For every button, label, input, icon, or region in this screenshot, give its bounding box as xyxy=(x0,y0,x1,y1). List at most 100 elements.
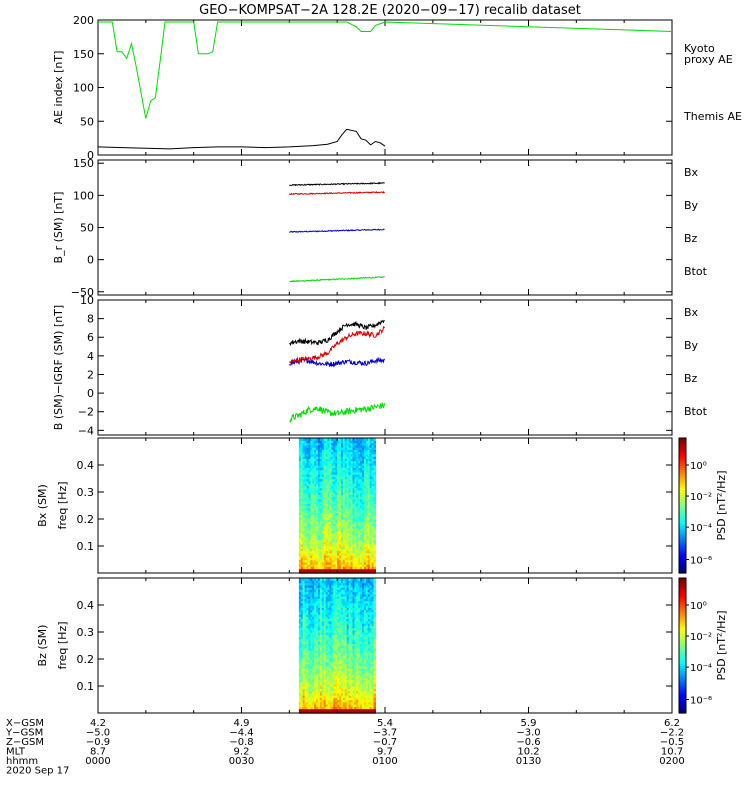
spectrogram-cell xyxy=(298,496,302,500)
spectrogram-cell xyxy=(356,485,359,489)
spectrogram-cell xyxy=(306,683,310,687)
spectrogram-cell xyxy=(323,686,327,689)
spectrogram-cell xyxy=(367,706,371,710)
spectrogram-cell xyxy=(298,451,302,455)
spectrogram-cell xyxy=(318,665,321,669)
spectrogram-cell xyxy=(352,701,355,705)
spectrogram-cell xyxy=(354,534,357,538)
spectrogram-cell xyxy=(331,541,334,545)
spectrogram-cell xyxy=(350,638,354,642)
spectrogram-cell xyxy=(302,677,306,680)
spectrogram-cell xyxy=(360,683,363,687)
spectrogram-cell xyxy=(352,683,355,687)
spectrogram-cell xyxy=(318,654,321,658)
spectrogram-cell xyxy=(352,654,355,658)
spectrogram-cell xyxy=(333,692,336,696)
spectrogram-cell xyxy=(369,609,373,613)
spectrogram-cell xyxy=(316,458,319,462)
spectrogram-cell xyxy=(344,670,348,674)
spectrogram-cell xyxy=(329,683,332,687)
spectrogram-cell xyxy=(310,695,313,698)
spectrogram-cell xyxy=(306,564,310,567)
spectrogram-cell xyxy=(348,460,352,464)
spectrogram-cell xyxy=(344,695,348,698)
spectrogram-cell xyxy=(300,600,304,604)
spectrogram-cell xyxy=(312,623,315,626)
spectrogram-cell xyxy=(344,474,348,477)
spectrogram-cell xyxy=(335,602,338,606)
spectrogram-cell xyxy=(365,672,369,676)
spectrogram-cell xyxy=(352,512,355,516)
spectrogram-cell xyxy=(310,478,313,482)
spectrogram-cell xyxy=(333,550,336,554)
spectrogram-cell xyxy=(321,525,325,529)
spectrogram-cell xyxy=(316,548,319,552)
spectrogram-cell xyxy=(329,605,332,608)
spectrogram-cell xyxy=(360,476,363,480)
spectrogram-cell xyxy=(344,498,348,502)
spectrogram-cell xyxy=(365,510,369,513)
spectrogram-cell xyxy=(356,458,359,462)
spectrogram-cell xyxy=(298,460,302,464)
spectrogram-cell xyxy=(308,501,311,504)
spectrogram-cell xyxy=(369,505,373,509)
spectrogram-cell xyxy=(346,695,350,698)
spectrogram-cell xyxy=(321,537,325,540)
spectrogram-cell xyxy=(358,541,361,545)
spectrogram-cell xyxy=(312,591,315,595)
spectrogram-cell xyxy=(356,672,359,676)
spectrogram-cell xyxy=(337,587,340,590)
spectrogram-cell xyxy=(302,462,306,466)
spectrogram-cell xyxy=(323,598,327,602)
spectrogram-cell xyxy=(358,528,361,531)
spectrogram-cell xyxy=(335,489,338,493)
spectrogram-cell xyxy=(300,494,304,498)
spectrogram-cell xyxy=(318,668,321,671)
spectrogram-cell xyxy=(346,580,350,584)
spectrogram-cell xyxy=(304,501,308,504)
spectrogram-cell xyxy=(327,627,331,631)
spectrogram-cell xyxy=(302,690,306,694)
spectrogram-cell xyxy=(314,679,317,683)
colorbar-segment xyxy=(679,525,686,529)
spectrogram-cell xyxy=(369,519,373,522)
spectrogram-cell xyxy=(346,656,350,660)
spectrogram-cell xyxy=(371,485,375,489)
spectrogram-cell xyxy=(310,453,313,457)
spectrogram-cell xyxy=(342,699,346,703)
spectrogram-cell xyxy=(308,532,311,536)
spectrogram-cell xyxy=(312,552,315,556)
spectrogram-cell xyxy=(364,638,367,642)
spectrogram-cell xyxy=(344,467,348,471)
spectrogram-cell xyxy=(341,525,344,529)
spectrogram-cell xyxy=(314,618,317,622)
spectrogram-cell xyxy=(306,620,310,624)
spectrogram-cell xyxy=(312,616,315,620)
spectrogram-cell xyxy=(337,478,340,482)
spectrogram-cell xyxy=(306,498,310,502)
spectrogram-cell xyxy=(329,598,332,602)
spectrogram-cell xyxy=(306,672,310,676)
spectrogram-cell xyxy=(364,690,367,694)
spectrogram-cell xyxy=(321,564,325,567)
spectrogram-cell xyxy=(327,541,331,545)
spectrogram-cell xyxy=(344,440,348,444)
spectrogram-cell xyxy=(314,686,317,689)
spectrogram-cell xyxy=(329,530,332,534)
spectrogram-cell xyxy=(331,587,334,590)
spectrogram-cell xyxy=(354,548,357,552)
spectrogram-cell xyxy=(314,492,317,495)
spectrogram-cell xyxy=(339,476,342,480)
spectrogram-cell xyxy=(371,706,375,710)
spectrogram-cell xyxy=(339,570,342,574)
spectrogram-cell xyxy=(316,469,319,473)
spectrogram-cell xyxy=(308,600,311,604)
spectrogram-cell xyxy=(365,548,369,552)
spectrogram-cell xyxy=(344,656,348,660)
spectrogram-cell xyxy=(321,561,325,565)
spectrogram-cell xyxy=(333,521,336,525)
spectrogram-cell xyxy=(350,596,354,599)
spectrogram-cell xyxy=(337,661,340,665)
spectrogram-cell xyxy=(364,568,367,572)
spectrogram-cell xyxy=(354,591,357,595)
